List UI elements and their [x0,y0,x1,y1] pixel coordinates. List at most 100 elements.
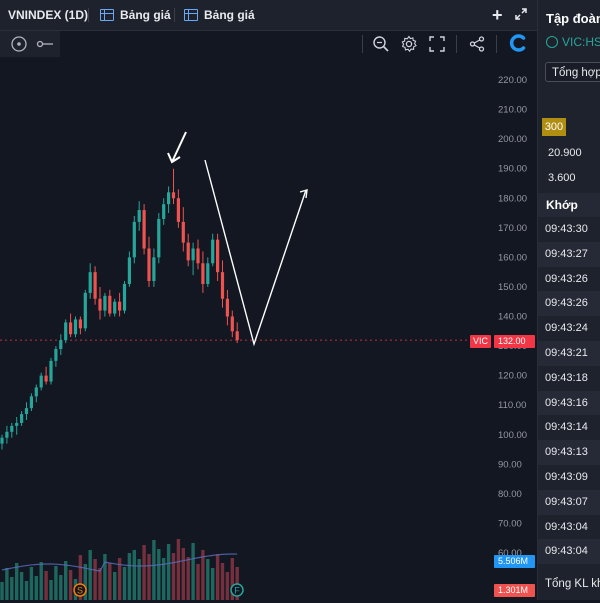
volume-bar [171,553,176,600]
price-chart[interactable]: 220.00 210.00 200.00 190.00 180.00 170.00 160.… [0,60,537,600]
annotation-v-line [204,159,307,347]
volume-bar [215,554,220,600]
volume-bar [152,540,156,600]
trade-time: 09:43:26 [545,297,588,310]
price-axis-tick-label: 180.00 [498,193,527,204]
event-marker [73,583,87,597]
candle-body [137,210,141,222]
trade-row: 09:43:07 [538,489,600,515]
brand-logo-icon[interactable] [508,33,528,53]
tab-divider [174,8,175,22]
volume-bar [225,572,230,600]
chart-tab-bar: VNINDEX (1D) Bảng giá Bảng giá + [0,0,537,31]
volume-bar [78,555,83,600]
candle-body [44,375,48,382]
symbol-link[interactable]: VIC:HS [546,35,600,49]
candle-body [186,242,190,261]
candle-body [196,248,200,264]
share-icon[interactable] [468,35,486,53]
trade-row: 09:43:18 [538,366,600,391]
add-tab-icon[interactable]: + [492,5,503,25]
candle-body [69,322,73,335]
candle-body [181,221,185,243]
volume-bar [108,563,112,600]
candle-body [73,319,78,335]
trade-time: 09:43:16 [545,396,588,409]
tab-vnindex[interactable]: VNINDEX (1D) [8,0,88,30]
volume-bar [220,563,225,600]
trade-time: 09:43:27 [545,247,588,260]
candle-body [64,322,68,341]
annotation-v-arrowhead [299,189,308,199]
candle-body [78,319,82,329]
tab-divider [88,8,89,22]
toolbar-divider [496,35,497,53]
symbol-status-icon [546,36,558,48]
price-axis-tick-label: 100.00 [498,430,527,441]
candle-body [103,295,107,311]
candle-body [34,387,38,397]
volume-bar [34,576,38,600]
trade-time: 09:43:30 [545,223,588,235]
trades-header: Khớp [538,193,600,217]
candle-body [176,198,180,222]
volume-bar [201,550,205,600]
chart-toolbar [0,31,537,57]
tab-price-board-1[interactable]: Bảng giá [100,0,171,30]
zoom-icon[interactable] [372,35,390,53]
line-tool-icon[interactable] [36,35,54,53]
volume-bar [0,582,4,600]
candle-body [162,204,166,219]
trade-time: 09:43:09 [545,471,588,483]
candle-body [225,298,229,317]
trades-header-label: Khớp [546,198,578,212]
candle-body [201,263,205,284]
trade-row: 09:43:09 [538,465,600,490]
trade-time: 09:43:14 [545,421,588,434]
volume-bar [103,554,107,600]
candle-body [24,408,29,415]
volume-bar [88,550,92,600]
drawing-tools-group [0,31,60,57]
candlestick-chart-canvas[interactable]: 220.00 210.00 200.00 190.00 180.00 170.00 160.… [0,60,537,600]
candle-body [108,295,112,314]
expand-icon[interactable] [514,7,528,21]
candle-body [132,221,136,258]
tab-price-board-2[interactable]: Bảng giá [184,0,255,30]
symbol-tag: VIC [470,335,492,348]
volume-bar [230,558,234,600]
price-axis-tick-label: 60.00 [498,548,522,559]
volume-bar [211,568,215,600]
trade-row: 09:43:27 [538,241,600,267]
trade-row: 09:43:21 [538,341,600,366]
volume-bar [181,548,185,600]
company-title: Tập đoàn [546,11,600,26]
candle-body [113,301,117,314]
volume-bar [132,550,136,600]
settings-gear-icon[interactable] [400,35,418,53]
fullscreen-icon[interactable] [428,35,446,53]
volume-tag-down: 1.301M [494,584,535,597]
trade-time: 09:43:21 [545,347,588,359]
summary-dropdown[interactable]: Tổng hợp [545,62,600,82]
trade-row: 09:43:26 [538,291,600,317]
total-volume-label: Tổng KL khớ [545,578,600,590]
volume-bar [142,545,146,600]
candle-body [152,257,156,282]
volume-bar [15,563,19,600]
candle-body [127,257,131,284]
volume-bar [147,554,151,600]
volume-bar [68,570,73,600]
candle-body [211,239,215,264]
volume-bar [54,566,58,600]
event-marker [230,583,244,597]
candle-body [10,425,14,432]
volume-bar [10,577,14,600]
volume-ma-line [1,553,238,572]
trade-row: 09:43:14 [538,415,600,440]
tab-price-board-1-label: Bảng giá [120,8,171,22]
toolbar-divider [362,35,363,53]
event-marker-label: F [234,586,240,596]
candle-body [216,239,220,273]
target-icon[interactable] [10,35,28,53]
